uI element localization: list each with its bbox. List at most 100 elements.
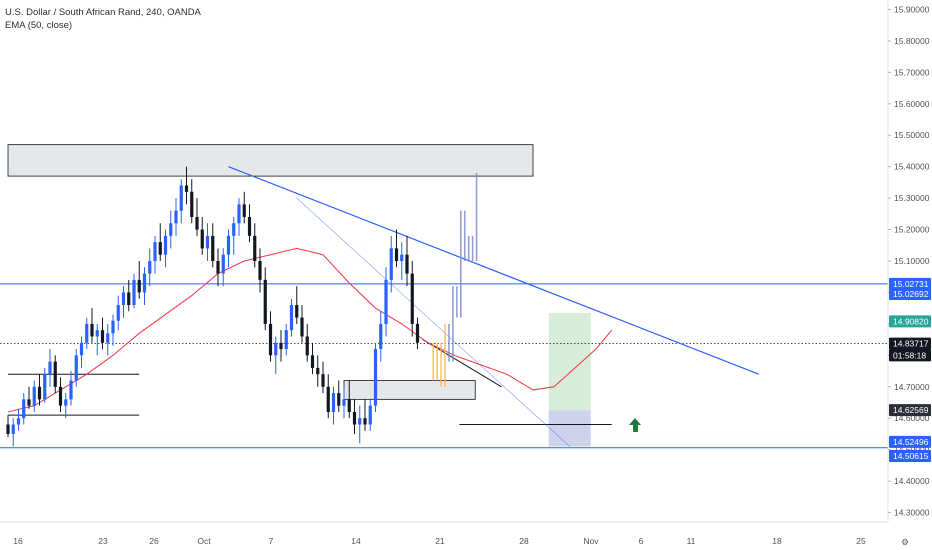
candle-body [174,210,178,224]
y-tick-label: 14.60000 [894,413,930,423]
trendline-1 [296,197,570,447]
y-tick-label: 15.70000 [894,67,930,77]
candle-body [79,342,84,356]
x-tick-label: 7 [269,536,274,546]
zone-1 [343,380,476,400]
candle-body [100,330,105,343]
y-tick-label: 15.20000 [894,225,930,235]
candle-body [200,229,204,249]
candle-body [142,273,147,293]
price-tag [889,277,931,290]
candle-body [184,185,189,192]
candle-body [347,399,351,412]
x-tick-label: Oct [197,536,211,546]
candle-body [242,204,246,217]
candle-body [37,386,42,400]
candle-body [263,279,267,324]
x-tick-label: 11 [687,536,696,546]
candle-body [232,223,236,236]
candle-body [410,273,414,324]
y-tick-label: 14.50000 [894,445,930,455]
x-tick-label: 14 [351,536,361,546]
ema-line [7,247,613,413]
candle-body [221,254,225,274]
position-target-zone [548,312,591,411]
chart-legend: U.S. Dollar / South African Rand, 240, O… [5,6,201,32]
candle-body [27,399,31,406]
candle-body [74,355,78,381]
candle-body [158,242,162,255]
y-tick-label: 15.30000 [894,193,930,203]
candle-body [32,386,36,406]
x-tick-label: 18 [772,536,782,546]
candle-body [121,292,126,306]
candle-body [326,386,330,412]
candle-body [205,235,210,249]
candle-body [358,418,362,425]
candle-body [363,418,367,425]
candle-body [127,292,131,306]
candle-body [137,279,141,293]
candle-body [95,330,99,337]
candle-body [179,185,183,211]
candle-body [43,374,47,400]
price-tag [889,337,931,350]
price-tag-label: 14.50615 [893,451,929,461]
x-tick-label: 6 [639,536,644,546]
candle-body [11,424,15,434]
price-tag-label: 15.02692 [893,289,929,299]
candle-body [279,342,283,350]
indicator-label: EMA (50, close) [5,20,73,31]
candle-body [415,323,420,343]
candle-body [116,305,120,321]
candle-body [310,355,315,368]
y-tick-label: 15.80000 [894,36,930,46]
candle-body [64,399,68,406]
y-tick-label: 14.40000 [894,476,930,486]
candle-body [253,235,257,261]
price-tag [889,349,931,362]
candle-body [342,399,346,406]
candle-body [53,361,57,387]
y-tick-label: 15.60000 [894,99,930,109]
candle-body [190,191,194,217]
price-tag-label: 15.02731 [893,279,929,289]
candle-body [226,235,231,255]
candle-body [379,323,383,350]
candle-body [274,342,278,356]
candle-body [148,261,152,274]
candle-body [284,330,288,350]
candle-body [85,323,89,343]
candle-body [195,216,199,230]
candle-body [48,361,52,375]
price-tag-label: 14.83717 [893,339,929,349]
candle-body [268,323,273,356]
price-tag-label: 14.90820 [893,316,929,326]
candle-body [300,317,304,337]
candle-body [106,333,110,343]
candle-body [22,399,26,419]
candle-body [69,380,73,400]
settings-icon[interactable]: ⚙ [901,537,909,547]
position-stop-zone [548,410,591,447]
candle-body [16,418,21,425]
price-tag [889,404,931,417]
candle-body [321,374,325,387]
price-axis [888,0,932,550]
y-tick-label: 15.90000 [894,4,930,14]
plot-area [0,0,888,522]
trendline-0 [228,166,759,375]
candle-body [331,393,336,412]
price-tag-label: 14.52496 [893,437,929,447]
x-tick-label: 28 [519,536,529,546]
candle-body [132,279,136,306]
candle-body [111,320,115,334]
candle-body [289,305,294,331]
up-arrow-stem [632,425,638,432]
trendline-2 [422,339,502,388]
y-tick-label: 15.10000 [894,256,930,266]
price-tag-label: 01:58:18 [893,350,926,360]
candle-body [247,216,252,236]
